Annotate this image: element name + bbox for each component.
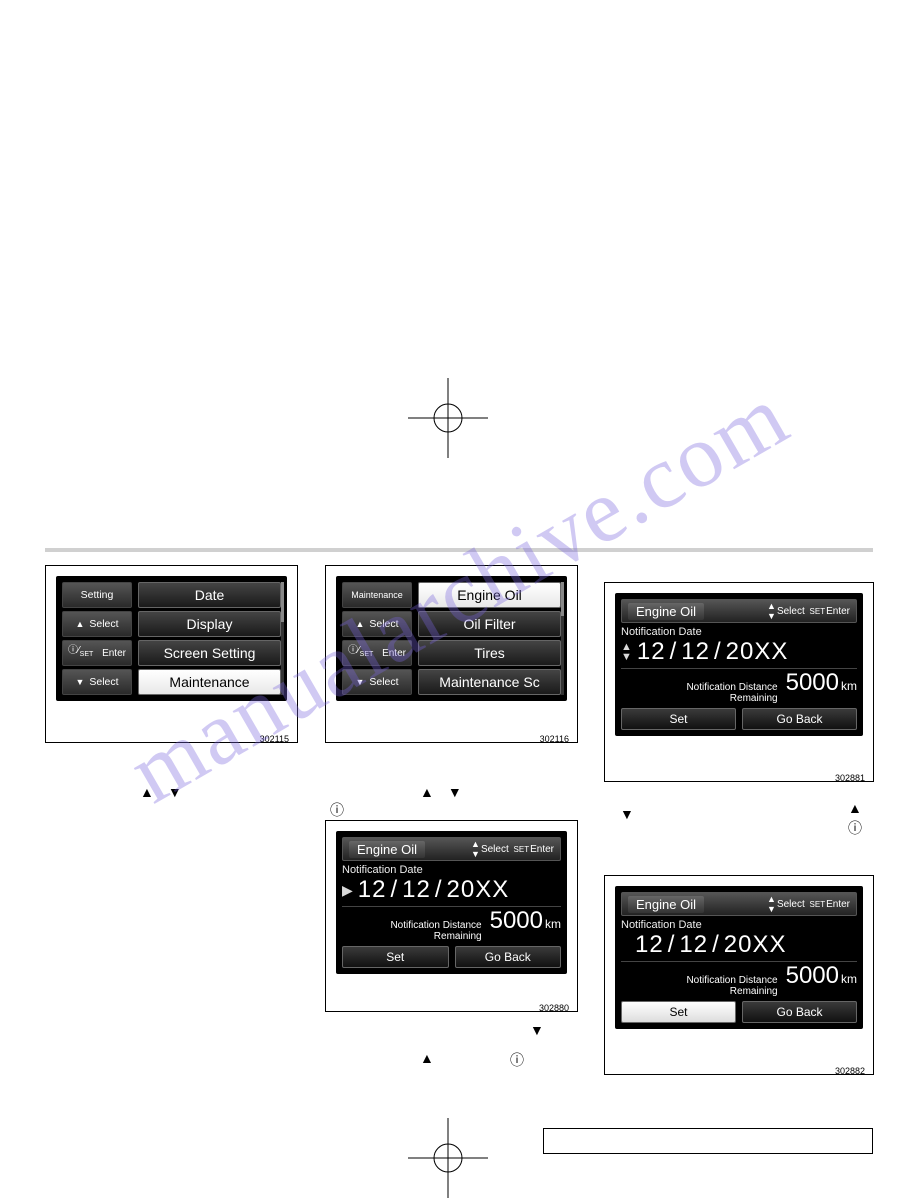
notification-distance: Notification DistanceRemaining 5000km xyxy=(342,907,561,942)
menu-item[interactable]: Display xyxy=(138,611,281,637)
figure-panel-engine-oil-c: Engine Oil ▲▼Select SETEnter Notificatio… xyxy=(604,875,874,1075)
instruction-glyph: ▲▼ xyxy=(140,784,196,800)
header-hint: ▲▼Select SETEnter xyxy=(767,601,850,621)
cursor-updown-icon: ▲▼ xyxy=(621,642,633,662)
screen-title: Engine Oil xyxy=(628,603,704,620)
menu-item-selected[interactable]: Maintenance xyxy=(138,669,281,695)
lcd-screen: Engine Oil ▲▼Select SETEnter Notificatio… xyxy=(615,593,863,736)
side-label-setting: Setting xyxy=(62,582,132,608)
menu-item[interactable]: Tires xyxy=(418,640,561,666)
side-label-enter: ⓘ⁄SET Enter xyxy=(62,640,132,666)
go-back-button[interactable]: Go Back xyxy=(742,708,857,730)
side-label-select-up: Select xyxy=(342,611,412,637)
screen-title: Engine Oil xyxy=(349,841,425,858)
menu-item[interactable]: Date xyxy=(138,582,281,608)
menu-item[interactable]: Oil Filter xyxy=(418,611,561,637)
instruction-glyph: ▲▼ xyxy=(420,784,476,800)
lcd-screen: Setting Date Select Display ⓘ⁄SET Enter … xyxy=(56,576,287,701)
screen-header: Engine Oil ▲▼Select SETEnter xyxy=(342,837,561,861)
scrollbar xyxy=(561,582,564,695)
instruction-glyph: ▼ xyxy=(620,806,648,822)
header-hint: ▲▼Select SETEnter xyxy=(471,839,554,859)
notification-distance: Notification DistanceRemaining 5000km xyxy=(621,669,857,704)
figure-panel-maintenance: Maintenance Engine Oil Select Oil Filter… xyxy=(325,565,578,743)
menu-item-selected[interactable]: Engine Oil xyxy=(418,582,561,608)
lcd-screen: Engine Oil ▲▼Select SETEnter Notificatio… xyxy=(336,831,567,974)
screen-header: Engine Oil ▲▼Select SETEnter xyxy=(621,599,857,623)
scrollbar xyxy=(281,582,284,695)
side-label-select-down: Select xyxy=(342,669,412,695)
lcd-screen: Engine Oil ▲▼Select SETEnter Notificatio… xyxy=(615,886,863,1029)
notification-date: ▲▼ 12 / 12 / 20XX xyxy=(621,638,857,666)
lcd-screen: Maintenance Engine Oil Select Oil Filter… xyxy=(336,576,567,701)
side-label-select-up: Select xyxy=(62,611,132,637)
instruction-glyph: ▼ xyxy=(530,1022,558,1038)
registration-mark-top xyxy=(408,378,488,458)
instruction-glyph: ⓘ xyxy=(510,1050,538,1070)
side-label-enter: ⓘ⁄SET Enter xyxy=(342,640,412,666)
instruction-glyph: ▲ xyxy=(420,1050,448,1066)
notification-date-label: Notification Date xyxy=(342,864,561,876)
set-button-selected[interactable]: Set xyxy=(621,1001,736,1023)
footer-box xyxy=(543,1128,873,1154)
screen-title: Engine Oil xyxy=(628,896,704,913)
notification-distance: Notification DistanceRemaining 5000km xyxy=(621,962,857,997)
go-back-button[interactable]: Go Back xyxy=(455,946,562,968)
registration-mark-bottom xyxy=(408,1118,488,1198)
figure-panel-settings: Setting Date Select Display ⓘ⁄SET Enter … xyxy=(45,565,298,743)
figure-id: 302116 xyxy=(540,734,569,744)
cursor-right-icon: ▶ xyxy=(342,882,354,899)
figure-id: 302115 xyxy=(260,734,289,744)
notification-date: 12 / 12 / 20XX xyxy=(621,931,857,959)
set-button[interactable]: Set xyxy=(621,708,736,730)
side-label-select-down: Select xyxy=(62,669,132,695)
instruction-glyph: ⓘ xyxy=(848,818,876,838)
instruction-glyph: ▲ xyxy=(848,800,876,816)
menu-item[interactable]: Screen Setting xyxy=(138,640,281,666)
screen-header: Engine Oil ▲▼Select SETEnter xyxy=(621,892,857,916)
notification-date-label: Notification Date xyxy=(621,919,857,931)
go-back-button[interactable]: Go Back xyxy=(742,1001,857,1023)
header-hint: ▲▼Select SETEnter xyxy=(767,894,850,914)
figure-panel-engine-oil-b: Engine Oil ▲▼Select SETEnter Notificatio… xyxy=(604,582,874,782)
side-label-maintenance: Maintenance xyxy=(342,582,412,608)
notification-date: ▶ 12 / 12 / 20XX xyxy=(342,876,561,904)
horizontal-rule xyxy=(45,548,873,552)
figure-panel-engine-oil-a: Engine Oil ▲▼Select SETEnter Notificatio… xyxy=(325,820,578,1012)
figure-id: 302882 xyxy=(835,1066,865,1076)
figure-id: 302881 xyxy=(835,773,865,783)
menu-item[interactable]: Maintenance Sc xyxy=(418,669,561,695)
set-button[interactable]: Set xyxy=(342,946,449,968)
notification-date-label: Notification Date xyxy=(621,626,857,638)
figure-id: 302880 xyxy=(539,1003,569,1013)
instruction-glyph: ⓘ xyxy=(330,800,358,820)
